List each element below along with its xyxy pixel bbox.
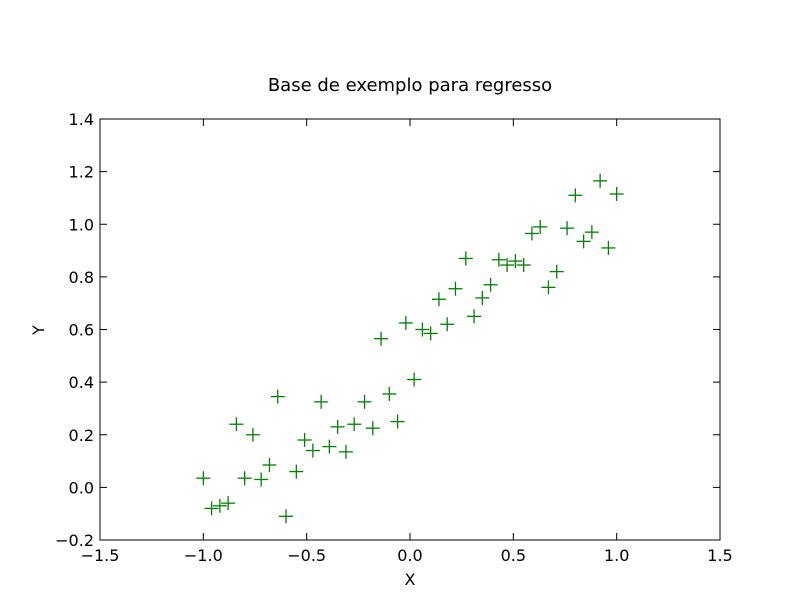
data-point bbox=[245, 427, 260, 442]
data-point bbox=[407, 372, 422, 387]
data-point bbox=[221, 496, 236, 511]
data-point bbox=[467, 309, 482, 324]
x-tick-label: 0.0 bbox=[397, 546, 422, 565]
data-point bbox=[365, 421, 380, 436]
data-point bbox=[322, 439, 337, 454]
x-tick-label: −1.0 bbox=[184, 546, 223, 565]
y-tick-label: 0.8 bbox=[69, 268, 94, 287]
y-tick-label: 1.2 bbox=[69, 163, 94, 182]
y-tick-label: 1.4 bbox=[69, 110, 94, 129]
data-point bbox=[440, 317, 455, 332]
data-point bbox=[279, 509, 293, 524]
data-point bbox=[270, 389, 285, 404]
y-tick-label: −0.2 bbox=[55, 531, 94, 550]
x-tick-label: −1.5 bbox=[81, 546, 120, 565]
data-point bbox=[398, 315, 413, 330]
axis-tick-labels: −1.5 −1.0 −0.5 0.0 0.5 1.0 1.5 −0.2 0.0 0.2 0.4 0.6… bbox=[55, 110, 733, 565]
x-tick-label: −0.5 bbox=[287, 546, 326, 565]
chart-title: Base de exemplo para regresso bbox=[268, 75, 552, 96]
data-point bbox=[458, 251, 473, 266]
data-point bbox=[423, 326, 438, 341]
y-tick-label: 0.2 bbox=[69, 426, 94, 445]
y-tick-label: 1.0 bbox=[69, 215, 94, 234]
plot-frame bbox=[99, 118, 721, 541]
data-point bbox=[254, 472, 269, 487]
data-point bbox=[382, 386, 397, 401]
x-tick-label: 1.5 bbox=[707, 546, 732, 565]
data-point bbox=[541, 280, 556, 295]
data-point bbox=[475, 290, 490, 305]
data-point bbox=[560, 221, 575, 236]
data-point bbox=[390, 414, 405, 429]
data-point bbox=[357, 394, 372, 409]
data-series bbox=[196, 173, 624, 524]
data-point bbox=[229, 417, 244, 432]
data-point bbox=[262, 458, 277, 473]
data-point bbox=[533, 219, 548, 234]
data-point bbox=[549, 264, 564, 279]
x-tick-label: 1.0 bbox=[604, 546, 629, 565]
data-point bbox=[483, 277, 498, 292]
data-point bbox=[330, 419, 345, 434]
data-point bbox=[448, 281, 463, 296]
y-tick-label: 0.4 bbox=[69, 373, 94, 392]
data-point bbox=[347, 417, 362, 432]
data-point bbox=[508, 254, 523, 269]
y-tick-label: 0.0 bbox=[69, 478, 94, 497]
data-point bbox=[374, 331, 389, 346]
data-point bbox=[601, 240, 616, 255]
data-point bbox=[237, 471, 252, 486]
data-point bbox=[196, 471, 211, 486]
data-point bbox=[516, 258, 531, 273]
data-point bbox=[415, 322, 430, 337]
data-point bbox=[524, 226, 539, 241]
data-point bbox=[491, 252, 506, 267]
x-tick-label: 0.5 bbox=[501, 546, 526, 565]
data-point bbox=[609, 186, 624, 201]
x-axis-label: X bbox=[405, 570, 416, 589]
data-point bbox=[568, 188, 583, 203]
data-point bbox=[431, 292, 446, 307]
data-point bbox=[305, 443, 320, 458]
data-point bbox=[584, 225, 599, 240]
data-point bbox=[338, 444, 353, 459]
data-point bbox=[297, 433, 312, 448]
data-point bbox=[500, 258, 515, 273]
data-point bbox=[289, 464, 304, 479]
y-tick-label: 0.6 bbox=[69, 321, 94, 340]
data-point bbox=[593, 173, 608, 188]
y-axis-label: Y bbox=[29, 325, 48, 336]
data-point bbox=[212, 498, 227, 513]
data-point bbox=[314, 394, 329, 409]
plot-area bbox=[100, 119, 720, 540]
data-point bbox=[204, 501, 219, 516]
data-point bbox=[576, 234, 591, 249]
